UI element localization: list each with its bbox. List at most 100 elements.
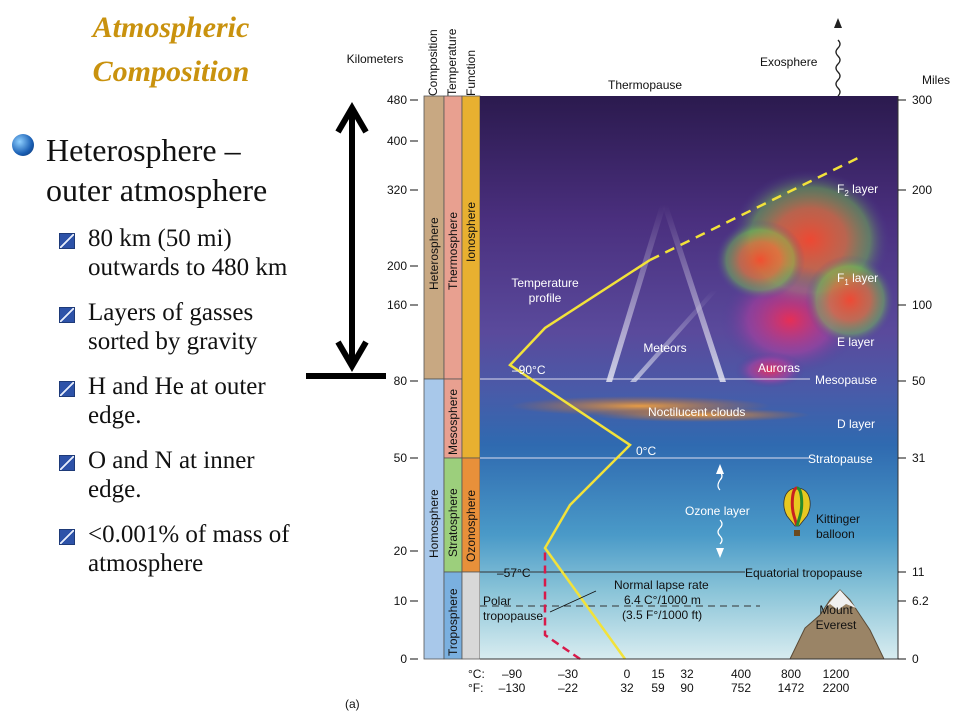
lapse-leader-line (549, 590, 597, 613)
km-tick: 200 (387, 259, 407, 273)
header-function: Function (464, 50, 478, 96)
temperature-profile-label-2: profile (529, 291, 562, 305)
fahrenheit-tick: 752 (731, 681, 751, 695)
exosphere-arrow-icon (834, 18, 842, 97)
fahrenheit-tick: 2200 (823, 681, 850, 695)
square-bullet-icon (59, 307, 75, 323)
km-tick: 10 (394, 594, 408, 608)
mile-tick: 11 (912, 565, 925, 579)
km-tick: 480 (387, 93, 407, 107)
km-axis-title: Kilometers (347, 52, 404, 66)
slide-title-line2: Composition (92, 55, 250, 88)
ionosphere-band (461, 95, 481, 459)
celsius-tick: 32 (680, 667, 694, 681)
label-stratosphere: Stratosphere (446, 488, 460, 557)
balloon-label-1: Kittinger (816, 512, 860, 526)
temperature-scale: °C: °F: –90 –30 0 15 32 400 800 1200 –13… (468, 667, 850, 695)
fahrenheit-tick: 32 (620, 681, 634, 695)
square-bullet-icon (59, 455, 75, 471)
mile-tick: 31 (912, 451, 926, 465)
mile-tick-labels: 300 200 100 50 31 11 6.2 0 (912, 93, 932, 666)
label-ionosphere: Ionosphere (464, 202, 478, 262)
bullet-orb-icon (12, 134, 34, 156)
fahrenheit-tick: 1472 (778, 681, 805, 695)
km-tick: 80 (394, 374, 408, 388)
celsius-tick: 400 (731, 667, 751, 681)
sub-bullet-line1: H and He at outer (88, 373, 266, 400)
mile-tick: 200 (912, 183, 932, 197)
mesopause-label: Mesopause (815, 373, 877, 387)
square-bullet-icon (59, 381, 75, 397)
temperature-profile-label-1: Temperature (511, 276, 579, 290)
d-layer-label: D layer (837, 417, 875, 431)
noctilucent-cloud (590, 408, 810, 422)
double-arrow-icon (306, 102, 386, 379)
km-tick: 160 (387, 298, 407, 312)
label-thermosphere: Thermosphere (446, 212, 460, 290)
sub-bullet-line1: O and N at inner (88, 447, 255, 474)
celsius-tick: 0 (624, 667, 631, 681)
balloon-icon (783, 486, 811, 536)
km-tick: 0 (400, 652, 407, 666)
celsius-tick: 800 (781, 667, 801, 681)
heading-line1: Heterosphere – (46, 132, 241, 168)
normal-lapse-label-3: (3.5 F°/1000 ft) (622, 608, 702, 622)
mountain-icon (789, 589, 885, 660)
mile-tick-marks (898, 99, 906, 660)
label-heterosphere: Heterosphere (427, 217, 441, 290)
sub-bullet-line2: outwards to 480 km (88, 254, 288, 281)
celsius-tick: 15 (651, 667, 665, 681)
km-tick: 320 (387, 183, 407, 197)
slide-title-line1: Atmospheric (92, 11, 250, 44)
temp-minus57-label: –57°C (497, 566, 531, 580)
column-labels: Heterosphere Homosphere Thermosphere Mes… (427, 202, 478, 656)
fahrenheit-tick: –22 (558, 681, 578, 695)
fahrenheit-prefix: °F: (468, 681, 483, 695)
header-composition: Composition (426, 29, 440, 96)
mile-tick: 300 (912, 93, 932, 107)
function-blank-band (461, 571, 481, 660)
sub-bullet-line2: edge. (88, 476, 142, 503)
square-bullet-icon (59, 529, 75, 545)
sub-bullet: <0.001% of mass of atmosphere (56, 520, 356, 578)
normal-lapse-label-2: 6.4 C°/1000 m (624, 593, 701, 607)
balloon-label-2: balloon (816, 527, 855, 541)
sub-bullet-line2: edge. (88, 402, 142, 429)
sub-bullet-line1: 80 km (50 mi) (88, 225, 232, 252)
heading-line2: outer atmosphere (46, 172, 268, 208)
sub-bullet: O and N at inner edge. (56, 446, 356, 504)
miles-axis-title: Miles (922, 73, 950, 87)
aurora-glow (715, 170, 895, 388)
slide-title: Atmospheric Composition (40, 6, 302, 94)
main-heading: Heterosphere – outer atmosphere (46, 130, 267, 210)
label-ozonosphere: Ozonosphere (464, 490, 478, 562)
panel-label: (a) (345, 697, 360, 711)
sub-bullet: H and He at outer edge. (56, 372, 356, 430)
exosphere-label: Exosphere (760, 55, 818, 69)
km-tick: 20 (394, 544, 408, 558)
temperature-profile-line (508, 258, 651, 660)
sub-bullet-line1: Layers of gasses (88, 299, 254, 326)
snow-cap-icon (825, 590, 856, 610)
sky-annotations: F2 layer F1 layer E layer D layer Temper… (511, 182, 878, 518)
label-homosphere: Homosphere (427, 489, 441, 558)
meteor-streaks (606, 205, 726, 382)
f1-layer-label: F1 layer (837, 271, 878, 287)
polar-label-2: tropopause (483, 609, 543, 623)
mile-tick: 6.2 (912, 594, 929, 608)
km-tick-labels: 480 400 320 200 160 80 50 20 10 0 (387, 93, 407, 666)
celsius-tick: –30 (558, 667, 578, 681)
normal-lapse-label-1: Normal lapse rate (614, 578, 709, 592)
km-tick-marks (410, 99, 418, 660)
mile-tick: 100 (912, 298, 932, 312)
sub-bullet-line2: sorted by gravity (88, 328, 258, 355)
polar-label-1: Polar (483, 594, 511, 608)
thermopause-label: Thermopause (608, 78, 682, 92)
square-bullet-icon (59, 233, 75, 249)
fahrenheit-tick: 90 (680, 681, 694, 695)
ozone-arrow-icon (716, 464, 724, 558)
label-mesosphere: Mesosphere (446, 389, 460, 455)
mile-tick: 0 (912, 652, 919, 666)
temp-0-label: 0°C (636, 444, 656, 458)
